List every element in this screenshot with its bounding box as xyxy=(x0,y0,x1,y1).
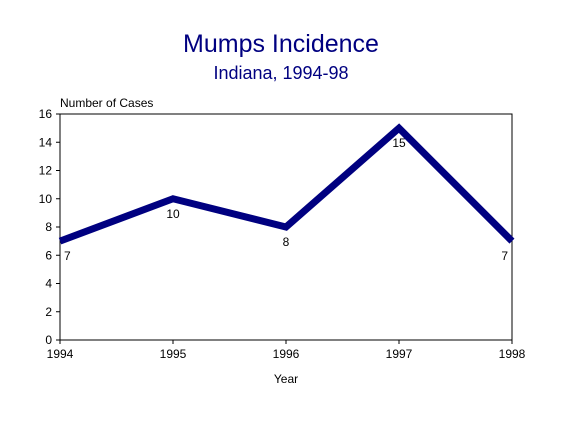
y-tick-label: 0 xyxy=(45,333,52,347)
y-tick-label: 16 xyxy=(39,107,53,121)
chart-subtitle: Indiana, 1994-98 xyxy=(213,63,348,83)
x-axis-label: Year xyxy=(274,372,298,386)
y-tick-label: 14 xyxy=(39,135,53,149)
chart-title: Mumps Incidence xyxy=(183,30,379,58)
series-line-mumps-cases xyxy=(58,123,515,245)
x-tick-label: 1997 xyxy=(386,347,413,361)
y-axis-label: Number of Cases xyxy=(60,96,153,110)
data-label: 7 xyxy=(64,249,71,263)
x-tick-label: 1995 xyxy=(160,347,187,361)
data-label: 7 xyxy=(501,249,508,263)
x-tick-label: 1994 xyxy=(47,347,74,361)
data-labels: 7 10 8 15 7 xyxy=(64,136,508,263)
x-tick-label: 1996 xyxy=(273,347,300,361)
y-tick-label: 6 xyxy=(45,248,52,262)
y-tick-label: 10 xyxy=(39,192,53,206)
data-label: 15 xyxy=(392,136,406,150)
y-axis: 0 2 4 6 8 10 12 14 16 xyxy=(39,107,60,347)
x-axis: 1994 1995 1996 1997 1998 xyxy=(47,340,526,361)
data-label: 8 xyxy=(283,235,290,249)
data-label: 10 xyxy=(166,207,180,221)
y-tick-label: 12 xyxy=(39,164,53,178)
x-tick-label: 1998 xyxy=(499,347,526,361)
y-tick-label: 8 xyxy=(45,220,52,234)
y-tick-label: 2 xyxy=(45,305,52,319)
y-tick-label: 4 xyxy=(45,277,52,291)
